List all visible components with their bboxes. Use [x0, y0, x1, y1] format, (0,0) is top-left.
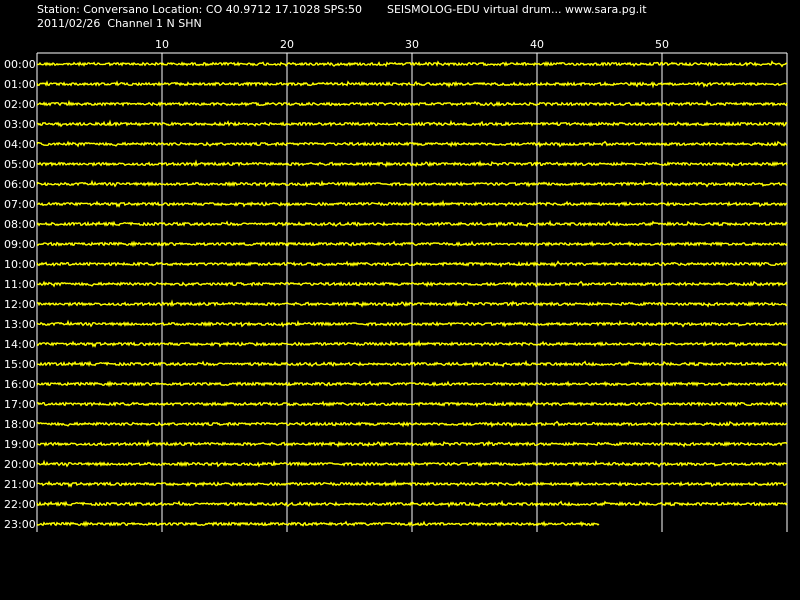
hour-label: 07:00 [4, 198, 36, 211]
trace-08-00 [36, 219, 788, 228]
minute-tick-labels: 10 20 30 40 50 [155, 38, 669, 51]
trace-03-00 [36, 119, 788, 128]
hour-label: 02:00 [4, 98, 36, 111]
trace-09-00 [36, 240, 788, 248]
hour-label: 19:00 [4, 438, 36, 451]
hour-label: 12:00 [4, 298, 36, 311]
trace-14-00 [36, 339, 788, 348]
trace-15-00 [36, 359, 788, 368]
hour-label: 14:00 [4, 338, 36, 351]
hour-label: 13:00 [4, 318, 36, 331]
hour-label: 17:00 [4, 398, 36, 411]
hour-label: 21:00 [4, 478, 36, 491]
trace-19-00 [36, 439, 788, 448]
hour-label: 00:00 [4, 58, 36, 71]
minute-tick-label: 20 [280, 38, 294, 51]
hour-label: 08:00 [4, 218, 36, 231]
hour-label: 05:00 [4, 158, 36, 171]
minute-tick-label: 50 [655, 38, 669, 51]
minute-tick-label: 30 [405, 38, 419, 51]
hour-label: 15:00 [4, 358, 36, 371]
hour-label: 16:00 [4, 378, 36, 391]
trace-16-00 [36, 380, 788, 388]
drum-grid [36, 52, 788, 532]
station-info: Station: Conversano Location: CO 40.9712… [37, 3, 362, 16]
minute-tick-label: 40 [530, 38, 544, 51]
trace-21-00 [36, 479, 788, 488]
hour-label: 11:00 [4, 278, 36, 291]
trace-18-00 [36, 420, 788, 428]
trace-05-00 [36, 159, 788, 168]
trace-00-00 [36, 60, 788, 68]
hour-label: 03:00 [4, 118, 36, 131]
hour-label: 18:00 [4, 418, 36, 431]
trace-01-00 [36, 80, 788, 89]
trace-02-00 [36, 99, 788, 108]
hour-label: 22:00 [4, 498, 36, 511]
hour-label: 04:00 [4, 138, 36, 151]
trace-04-00 [36, 140, 788, 148]
trace-10-00 [36, 260, 788, 268]
trace-11-00 [36, 280, 788, 288]
hour-labels: 00:00 01:00 02:00 03:00 04:00 05:00 06:00 07:00… [4, 58, 36, 531]
trace-22-00 [36, 499, 788, 508]
trace-12-00 [37, 299, 788, 308]
trace-23-00 [36, 520, 600, 528]
hour-label: 23:00 [4, 518, 36, 531]
trace-07-00 [36, 199, 788, 208]
hour-label: 09:00 [4, 238, 36, 251]
trace-20-00 [36, 459, 788, 468]
minute-tick-label: 10 [155, 38, 169, 51]
hour-label: 10:00 [4, 258, 36, 271]
hour-label: 06:00 [4, 178, 36, 191]
hour-label: 20:00 [4, 458, 36, 471]
hour-label: 01:00 [4, 78, 36, 91]
trace-13-00 [36, 319, 788, 328]
app-title: SEISMOLOG-EDU virtual drum... www.sara.p… [387, 3, 647, 16]
trace-06-00 [36, 179, 788, 188]
date-channel-info: 2011/02/26 Channel 1 N SHN [37, 17, 202, 30]
seismic-traces [36, 60, 788, 528]
trace-17-00 [37, 400, 788, 408]
